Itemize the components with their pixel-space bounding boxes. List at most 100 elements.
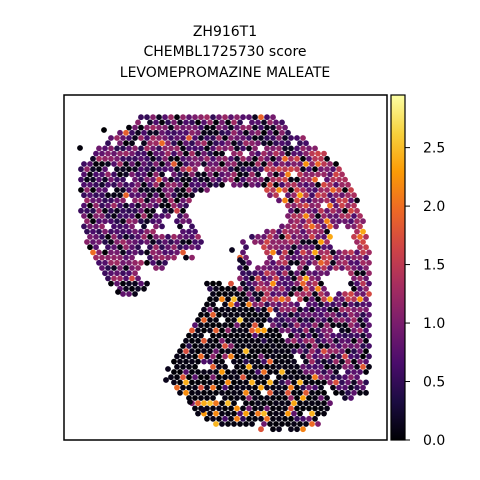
spot-point [306, 228, 312, 235]
spot-point [237, 129, 243, 136]
spot-point [117, 140, 123, 147]
spot-point [267, 181, 273, 188]
spot-point [174, 197, 180, 204]
spot-point [219, 327, 225, 334]
spot-point [129, 275, 135, 282]
spot-point [150, 155, 156, 162]
spot-point [177, 150, 183, 157]
spot-point [318, 259, 324, 266]
spot-point [273, 192, 279, 199]
spot-point [204, 114, 210, 121]
spot-point [273, 306, 279, 313]
spot-point [288, 395, 294, 401]
spot-point [87, 213, 93, 219]
spot-point [309, 348, 315, 355]
spot-point [237, 181, 243, 188]
spot-point [144, 280, 150, 287]
spot-point [255, 119, 261, 126]
spot-point [312, 332, 318, 339]
spot-point [279, 275, 285, 282]
spot-point [306, 311, 312, 318]
spot-point [153, 213, 159, 219]
spot-point [120, 145, 126, 152]
spot-point [306, 301, 312, 308]
spot-point [156, 197, 162, 204]
spot-point [255, 233, 261, 240]
spot-point [273, 140, 279, 147]
spot-point [267, 369, 273, 375]
spot-point [216, 311, 222, 318]
spot-point [279, 327, 285, 334]
spot-point [129, 254, 135, 261]
spot-point [270, 176, 276, 183]
spot-point [201, 389, 207, 396]
spot-point [354, 218, 360, 225]
spot-point [228, 114, 234, 121]
spot-point [96, 228, 102, 235]
spot-point [348, 343, 354, 349]
spot-point [141, 223, 147, 230]
spot-point [267, 275, 273, 282]
spot-point [249, 369, 255, 375]
spot-point [357, 337, 363, 344]
spot-point [348, 187, 354, 193]
spot-point [198, 332, 204, 339]
spot-point [261, 244, 267, 251]
spot-point [162, 176, 168, 183]
spot-point [102, 239, 108, 245]
spot-point [354, 207, 360, 214]
spot-point [207, 358, 213, 365]
spot-point [300, 207, 306, 214]
spot-point [366, 353, 372, 360]
spot-point [231, 358, 237, 365]
spot-point [321, 389, 327, 396]
spot-point [357, 223, 363, 230]
spot-point [117, 265, 123, 271]
spot-point [282, 176, 288, 183]
colorbar-tick-label: 2.0 [423, 199, 445, 215]
spot-point [315, 192, 321, 199]
colorbar-tick-label: 2.5 [423, 141, 445, 157]
spot-point [102, 155, 108, 162]
spot-point [117, 181, 123, 188]
spot-point [285, 181, 291, 188]
spot-point [99, 192, 105, 199]
spot-point [312, 415, 318, 422]
spot-point [147, 119, 153, 126]
spot-point [144, 187, 150, 193]
spot-point [240, 280, 246, 287]
spot-point [312, 259, 318, 266]
spot-point [192, 114, 198, 121]
spot-point [279, 119, 285, 126]
spot-point [300, 374, 306, 381]
spot-point [282, 155, 288, 162]
spot-point [324, 322, 330, 329]
spot-point [153, 171, 159, 178]
spot-point [300, 270, 306, 277]
colorbar-tick-label: 0.0 [423, 433, 445, 449]
spot-point [195, 337, 201, 344]
spot-point [114, 197, 120, 204]
spot-point [222, 395, 228, 401]
spot-point [225, 306, 231, 313]
spot-point [249, 140, 255, 147]
spot-point [243, 181, 249, 188]
spot-point [273, 171, 279, 178]
spot-point [288, 239, 294, 245]
spot-point [237, 150, 243, 157]
spot-point [96, 218, 102, 225]
spot-point [354, 374, 360, 381]
spot-point [222, 363, 228, 370]
spot-point [309, 389, 315, 396]
spot-point [204, 145, 210, 152]
spot-point [312, 395, 318, 401]
spot-point [315, 317, 321, 323]
spot-point [115, 289, 121, 295]
spot-point [84, 218, 90, 225]
spot-point [279, 400, 285, 407]
spot-point [183, 213, 189, 219]
spot-point [102, 197, 108, 204]
spot-point [330, 322, 336, 329]
spot-point [114, 166, 120, 173]
spot-point [177, 129, 183, 136]
